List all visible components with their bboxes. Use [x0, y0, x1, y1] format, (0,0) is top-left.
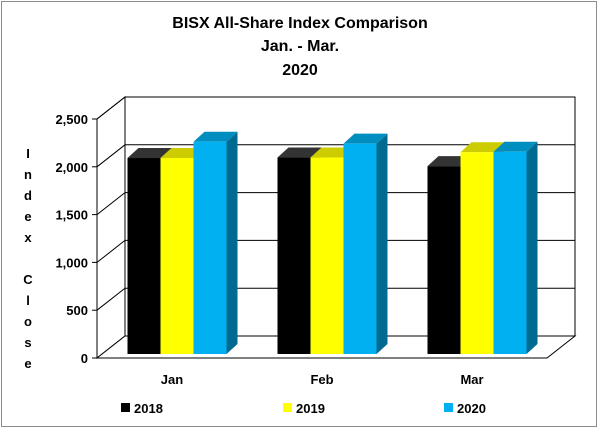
- bar-top: [460, 142, 505, 153]
- legend-swatch: [444, 403, 453, 412]
- bar: [343, 133, 388, 354]
- bar-front: [277, 157, 311, 354]
- y-axis-label-letter: I: [26, 146, 30, 161]
- bar-top: [193, 131, 238, 142]
- bar-front: [427, 166, 461, 354]
- x-tick-label: Jan: [161, 372, 183, 387]
- y-axis-label-letter: x: [24, 230, 32, 245]
- chart-title-line-3: 2020: [282, 62, 318, 79]
- bar-side: [526, 141, 538, 354]
- legend-item: 2018: [121, 401, 163, 416]
- bar-front: [460, 152, 494, 354]
- y-tick-label: 2,500: [55, 112, 88, 127]
- legend-swatch: [283, 403, 292, 412]
- bar-front: [127, 158, 161, 354]
- y-tick-label: 1,000: [55, 255, 88, 270]
- gridline: [96, 239, 575, 263]
- bar-top: [343, 133, 388, 144]
- bar-front: [493, 151, 527, 354]
- y-tick-label: 1,500: [55, 208, 88, 223]
- chart-title-line-1: BISX All-Share Index Comparison: [172, 15, 427, 32]
- bar-front: [160, 158, 194, 354]
- bar: [193, 131, 238, 354]
- y-axis-label-letter: C: [23, 272, 33, 287]
- bar: [493, 141, 538, 354]
- legend-label: 2018: [134, 401, 163, 416]
- left-wall: [96, 95, 126, 360]
- gridline: [96, 96, 575, 120]
- legend: 2018 2019 2020: [121, 401, 486, 416]
- y-tick-label: 500: [66, 303, 88, 318]
- gridline: [96, 144, 575, 168]
- bar-side: [376, 133, 388, 354]
- y-tick-label: 2,000: [55, 160, 88, 175]
- bar-front: [193, 141, 227, 354]
- y-axis-label-letter: e: [24, 356, 31, 371]
- legend-item: 2019: [283, 401, 325, 416]
- chart-title-line-2: Jan. - Mar.: [261, 38, 339, 55]
- x-tick-label: Mar: [460, 372, 483, 387]
- gridlines: [96, 96, 575, 311]
- legend-label: 2020: [457, 401, 486, 416]
- y-axis-label-letter: e: [24, 209, 31, 224]
- bar-side: [226, 131, 238, 354]
- y-axis-label-letter: l: [26, 293, 30, 308]
- y-axis-label-letter: n: [24, 167, 32, 182]
- x-axis: Jan Feb Mar: [161, 372, 484, 387]
- chart-title: BISX All-Share Index Comparison Jan. - M…: [172, 15, 427, 79]
- bar-top: [127, 148, 172, 159]
- legend-item: 2020: [444, 401, 486, 416]
- x-tick-label: Feb: [310, 372, 333, 387]
- y-axis-label-letter: d: [24, 188, 32, 203]
- bars: [127, 131, 538, 354]
- legend-swatch: [121, 403, 130, 412]
- gridline: [96, 192, 575, 215]
- legend-label: 2019: [296, 401, 325, 416]
- y-axis-label-letter: o: [24, 314, 32, 329]
- y-tick-label: 0: [81, 351, 88, 366]
- bar-front: [343, 143, 377, 354]
- y-axis: 0 500 1,000 1,500 2,000 2,500: [55, 112, 98, 366]
- bar-top: [277, 147, 322, 158]
- gridline: [96, 287, 575, 311]
- y-axis-label-letter: s: [24, 335, 31, 350]
- bar-top: [493, 141, 538, 152]
- bar-front: [310, 157, 344, 354]
